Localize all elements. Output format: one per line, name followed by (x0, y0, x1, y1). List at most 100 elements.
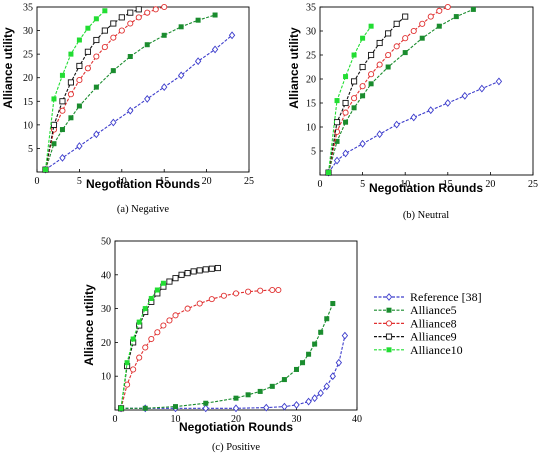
data-point (194, 57, 202, 66)
data-point (311, 394, 318, 403)
data-point (166, 278, 173, 285)
x-tick-label: 0 (35, 176, 40, 187)
data-point (84, 65, 91, 72)
data-point (152, 6, 159, 13)
data-point (93, 36, 100, 44)
data-point (118, 27, 125, 34)
x-tick-label: 5 (77, 176, 82, 187)
legend-entry: Reference [38] (374, 290, 482, 304)
x-axis-label: Negotiation Rounds (86, 177, 200, 191)
data-point (453, 14, 459, 20)
data-point (142, 405, 148, 411)
data-point (342, 109, 349, 116)
data-point (84, 48, 91, 55)
data-point (232, 290, 240, 297)
data-point (110, 118, 117, 127)
data-point (444, 99, 451, 107)
data-point (359, 83, 366, 90)
chart-panel-1: 5 10 15 20 25 30 35 0 5 10 15 20 25 Negotiation Round… (287, 3, 538, 222)
y-tick-label: 20 (101, 338, 111, 349)
data-point (127, 106, 134, 115)
data-point (85, 25, 91, 31)
series-alliance8 (118, 286, 282, 412)
plot-frame (36, 6, 250, 173)
data-point (444, 3, 451, 11)
data-point (368, 81, 374, 87)
data-point (130, 336, 136, 342)
data-point (160, 322, 167, 329)
data-point (148, 295, 154, 301)
data-point (324, 316, 330, 322)
y-tick-label: 10 (306, 123, 316, 134)
data-point (402, 35, 409, 42)
data-point (419, 20, 426, 27)
data-point (245, 288, 252, 295)
data-point (360, 93, 366, 99)
data-point (130, 366, 137, 373)
data-point (376, 130, 383, 139)
data-point (342, 99, 349, 107)
y-tick-label: 5 (28, 144, 33, 155)
data-point (330, 301, 336, 307)
data-point (385, 64, 391, 70)
data-point (368, 23, 374, 29)
data-point (385, 30, 392, 37)
data-point (135, 6, 142, 13)
x-tick-label: 25 (244, 176, 254, 187)
data-point (76, 77, 83, 84)
chart-panel-0: 5 10 15 20 25 30 35 0 5 10 15 20 25 Negotiation Round… (1, 3, 254, 216)
legend-entry: Alliance9 (374, 330, 457, 344)
data-point (161, 3, 168, 11)
data-point (329, 372, 336, 381)
legend-entry: Alliance10 (374, 343, 463, 357)
data-point (212, 12, 218, 18)
data-point (385, 51, 392, 59)
data-point (318, 329, 324, 335)
data-point (359, 139, 366, 148)
series-reference-38- (117, 331, 349, 413)
data-point (118, 14, 125, 21)
data-point (67, 79, 74, 86)
panel-caption: (b) Neutral (403, 210, 449, 221)
data-point (42, 167, 48, 173)
series-line (327, 6, 449, 173)
legend-swatch-marker (385, 293, 393, 301)
data-point (184, 305, 191, 312)
data-point (351, 52, 357, 58)
data-point (214, 264, 221, 272)
data-point (135, 14, 142, 21)
data-point (59, 98, 66, 105)
data-point (172, 275, 179, 282)
data-point (334, 98, 340, 104)
data-point (178, 271, 185, 278)
data-point (245, 392, 251, 398)
data-point (142, 344, 149, 351)
plot-frame (114, 240, 358, 411)
data-point (144, 9, 151, 16)
y-tick-label: 15 (23, 97, 33, 108)
data-point (118, 405, 124, 411)
data-point (281, 377, 287, 383)
x-tick-label: 10 (400, 179, 410, 190)
data-point (360, 35, 366, 41)
y-tick-label: 25 (306, 51, 316, 62)
data-point (343, 119, 349, 125)
data-point (436, 23, 442, 29)
data-point (93, 16, 99, 22)
data-point (427, 106, 434, 115)
x-tick-label: 0 (113, 414, 118, 425)
data-point (93, 130, 100, 139)
y-axis-label: Alliance utility (287, 27, 301, 109)
data-point (110, 34, 117, 41)
data-point (124, 381, 131, 388)
data-point (342, 149, 349, 158)
data-point (232, 404, 240, 413)
data-point (233, 395, 239, 401)
data-point (110, 20, 117, 27)
data-point (393, 120, 400, 129)
data-point (59, 127, 65, 133)
x-tick-label: 20 (231, 414, 241, 425)
y-axis-label: Alliance utility (82, 284, 96, 366)
data-point (184, 270, 191, 277)
data-point (208, 265, 215, 272)
